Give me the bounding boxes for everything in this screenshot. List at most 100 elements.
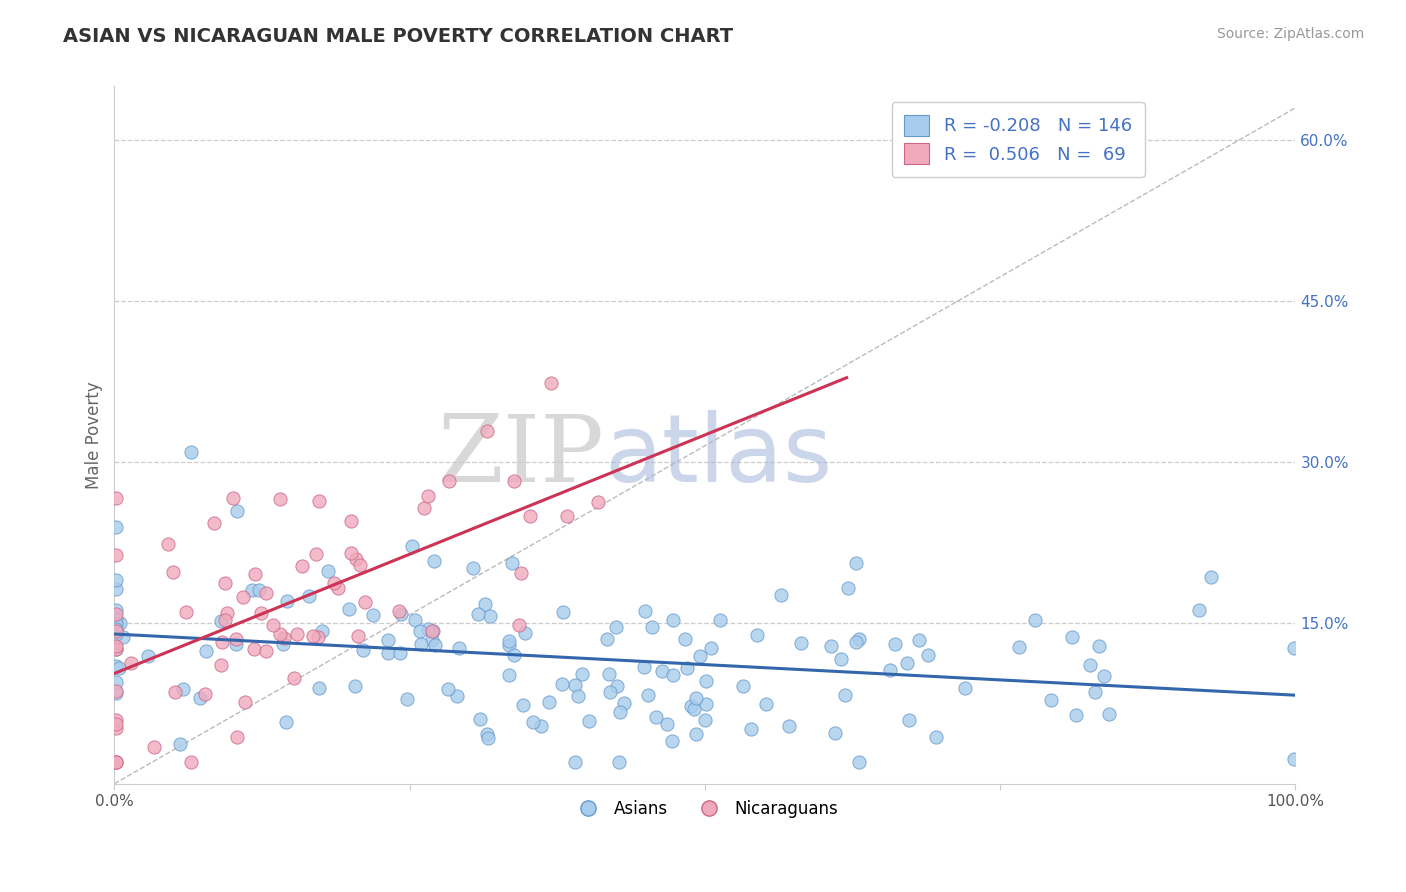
Point [477,726,499,740]
Point [844,635,866,649]
Point [479,608,502,623]
Point [104,617,127,632]
Point [1024,613,1046,627]
Point [326,581,349,595]
Point [824,726,846,740]
Point [112,630,135,644]
Point [142,739,165,754]
Point [172,682,194,697]
Point [1088,640,1111,654]
Point [1188,603,1211,617]
Point [820,639,842,653]
Point [156,536,179,550]
Point [693,713,716,727]
Point [463,561,485,575]
Point [1060,631,1083,645]
Point [651,665,673,679]
Point [879,663,901,677]
Point [475,424,498,438]
Point [633,659,655,673]
Point [377,632,399,647]
Point [519,508,541,523]
Point [169,737,191,751]
Point [1284,752,1306,766]
Point [588,495,610,509]
Point [104,573,127,587]
Point [515,625,537,640]
Point [778,719,800,733]
Point [388,604,411,618]
Point [834,688,856,702]
Point [354,595,377,609]
Point [273,631,295,645]
Point [755,697,778,711]
Point [104,607,127,621]
Point [104,721,127,735]
Point [745,628,768,642]
Point [709,613,731,627]
Point [1039,693,1062,707]
Point [413,501,436,516]
Point [104,756,127,770]
Point [662,667,685,681]
Point [685,690,707,705]
Point [232,591,254,605]
Point [404,613,426,627]
Point [1064,708,1087,723]
Point [446,689,468,703]
Point [551,677,574,691]
Point [276,594,298,608]
Point [104,491,127,505]
Point [637,688,659,702]
Text: ASIAN VS NICARAGUAN MALE POVERTY CORRELATION CHART: ASIAN VS NICARAGUAN MALE POVERTY CORRELA… [63,27,734,45]
Point [679,699,702,714]
Y-axis label: Male Poverty: Male Poverty [86,381,103,489]
Point [222,491,245,506]
Point [254,586,277,600]
Point [645,710,668,724]
Point [599,685,621,699]
Point [683,702,706,716]
Point [323,576,346,591]
Point [214,613,236,627]
Point [225,632,247,646]
Point [226,731,249,745]
Point [596,632,619,647]
Point [108,615,131,630]
Point [163,684,186,698]
Point [388,647,411,661]
Point [307,630,329,644]
Point [349,558,371,572]
Point [540,376,562,391]
Point [420,633,443,648]
Point [733,679,755,693]
Point [551,605,574,619]
Point [104,603,127,617]
Point [104,548,127,562]
Point [247,583,270,598]
Point [389,607,412,622]
Point [226,504,249,518]
Point [308,681,330,695]
Point [1084,684,1107,698]
Point [209,657,232,672]
Point [104,683,127,698]
Point [120,656,142,670]
Point [612,697,634,711]
Point [194,687,217,701]
Point [104,520,127,534]
Point [104,685,127,699]
Point [467,607,489,621]
Point [243,641,266,656]
Point [104,756,127,770]
Point [274,714,297,729]
Point [907,633,929,648]
Point [214,576,236,591]
Point [695,674,717,689]
Point [104,612,127,626]
Point [685,727,707,741]
Point [337,602,360,616]
Point [302,629,325,643]
Point [695,698,717,712]
Point [498,633,520,648]
